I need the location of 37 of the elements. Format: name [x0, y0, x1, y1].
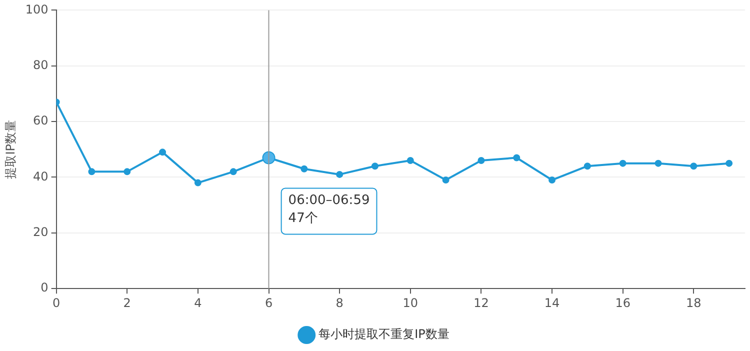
- point: [88, 168, 96, 176]
- point: [124, 168, 131, 176]
- point: [478, 157, 485, 164]
- point: [726, 160, 733, 167]
- point: [159, 148, 166, 156]
- y-tick-label: 0: [40, 280, 48, 295]
- point: [371, 162, 378, 170]
- point: [442, 176, 450, 184]
- y-tick-label: 20: [33, 225, 48, 240]
- x-tick-label: 0: [52, 296, 60, 310]
- x-tick-label: 14: [544, 296, 560, 310]
- point: [230, 168, 237, 176]
- point: [194, 179, 202, 186]
- point: [300, 165, 308, 172]
- y-tick-label: 40: [33, 169, 48, 184]
- x-tick-label: 4: [194, 296, 202, 310]
- point: [513, 154, 520, 162]
- point: [406, 157, 414, 164]
- point: [619, 160, 626, 167]
- x-tick-label: 16: [615, 296, 630, 310]
- annotation: 06:00–06:59 47个: [288, 193, 370, 226]
- x-tick-label: 8: [336, 296, 344, 310]
- y-tick-label: 100: [25, 2, 48, 16]
- y-axis-title: 提取IP数量: [3, 120, 18, 179]
- point: [336, 170, 344, 178]
- point: [690, 162, 698, 170]
- y-tick-label: 60: [33, 114, 48, 128]
- x-tick-label: 10: [402, 296, 418, 310]
- point: [548, 176, 556, 184]
- point: [584, 162, 591, 170]
- x-tick-label: 2: [123, 296, 131, 310]
- x-tick-label: 18: [686, 296, 702, 310]
- x-tick-label: 6: [264, 296, 273, 310]
- x-tick-label: 12: [474, 296, 489, 310]
- legend-label: 每小时提取不重复IP数量: [318, 327, 450, 342]
- point: [654, 160, 662, 167]
- y-tick-label: 80: [33, 58, 48, 72]
